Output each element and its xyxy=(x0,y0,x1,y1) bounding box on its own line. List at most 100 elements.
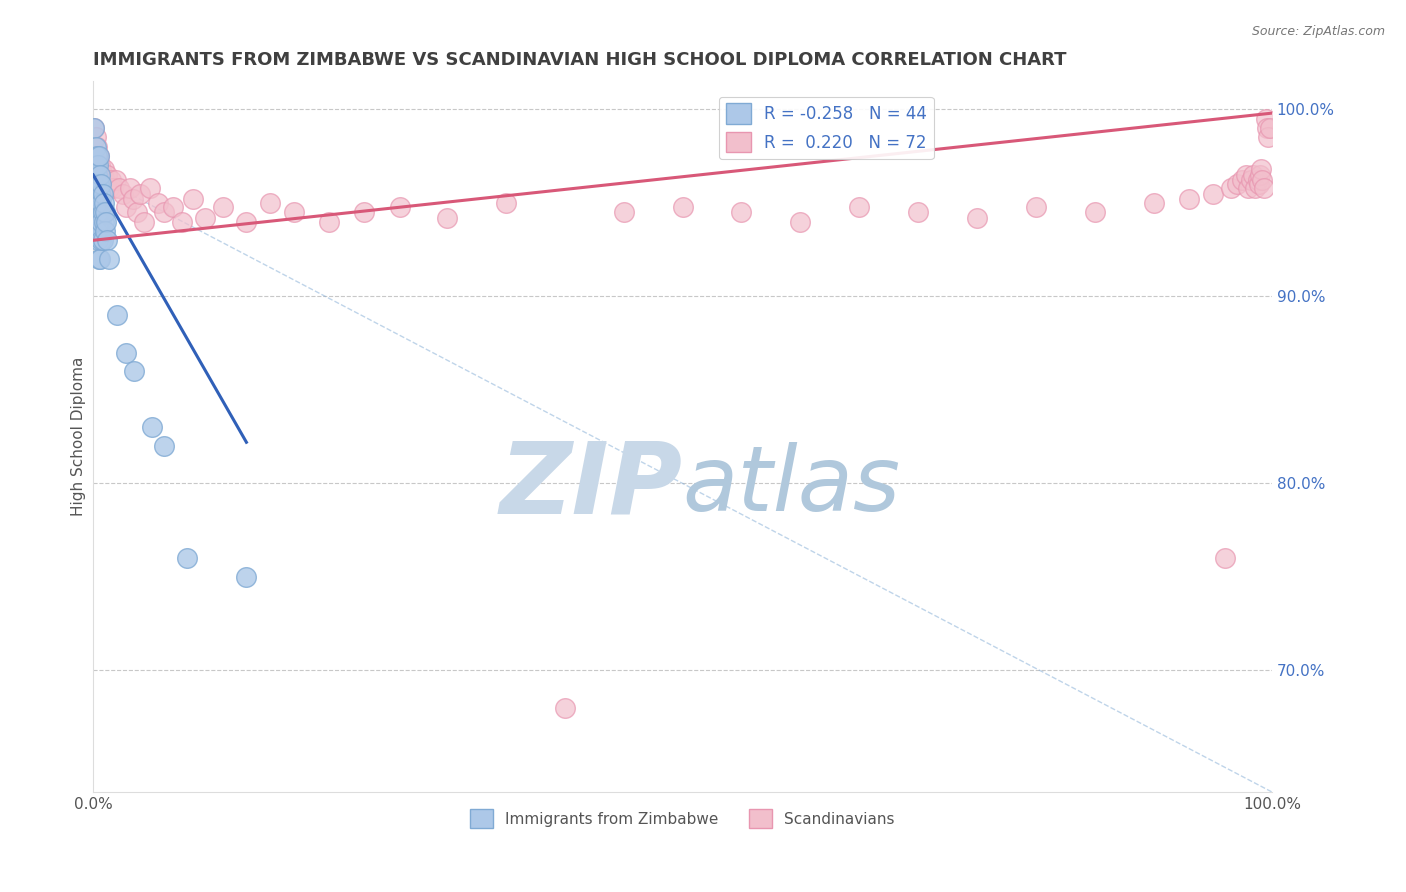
Point xyxy=(96,233,118,247)
Point xyxy=(104,173,127,187)
Point xyxy=(1240,173,1263,187)
Point xyxy=(1251,173,1274,187)
Point xyxy=(91,233,114,247)
Point xyxy=(89,205,111,219)
Text: ZIP: ZIP xyxy=(499,438,682,535)
Point xyxy=(111,186,134,201)
Point xyxy=(83,121,105,136)
Point xyxy=(115,200,138,214)
Point xyxy=(141,420,163,434)
Point xyxy=(235,214,257,228)
Point xyxy=(115,345,138,359)
Point xyxy=(89,168,111,182)
Point xyxy=(86,195,108,210)
Point xyxy=(83,168,105,182)
Point xyxy=(100,173,122,187)
Point xyxy=(436,211,458,225)
Point xyxy=(211,200,233,214)
Point xyxy=(84,159,107,173)
Point xyxy=(132,214,155,228)
Point xyxy=(87,159,110,173)
Point xyxy=(94,214,117,228)
Point xyxy=(87,205,110,219)
Point xyxy=(1257,130,1279,145)
Point xyxy=(146,195,169,210)
Y-axis label: High School Diploma: High School Diploma xyxy=(72,357,86,516)
Point xyxy=(966,211,988,225)
Point xyxy=(194,211,217,225)
Point xyxy=(90,214,112,228)
Point xyxy=(89,186,111,201)
Point xyxy=(122,192,145,206)
Point xyxy=(1249,168,1271,182)
Point xyxy=(87,178,110,192)
Point xyxy=(84,140,107,154)
Point xyxy=(125,205,148,219)
Point xyxy=(1247,178,1270,192)
Point xyxy=(89,224,111,238)
Point xyxy=(89,252,111,266)
Point xyxy=(93,162,115,177)
Point xyxy=(118,181,141,195)
Point xyxy=(108,181,131,195)
Point xyxy=(1254,112,1277,126)
Point xyxy=(1219,181,1241,195)
Point xyxy=(1143,195,1166,210)
Point xyxy=(139,181,162,195)
Point xyxy=(1237,181,1260,195)
Point xyxy=(318,214,340,228)
Point xyxy=(1258,121,1281,136)
Text: Source: ZipAtlas.com: Source: ZipAtlas.com xyxy=(1251,25,1385,38)
Point xyxy=(86,224,108,238)
Point xyxy=(153,439,176,453)
Point xyxy=(495,195,517,210)
Point xyxy=(91,168,114,182)
Point xyxy=(87,149,110,163)
Point xyxy=(848,200,870,214)
Point xyxy=(97,252,120,266)
Point xyxy=(86,168,108,182)
Point xyxy=(91,205,114,219)
Point xyxy=(129,186,152,201)
Point xyxy=(90,195,112,210)
Point xyxy=(90,162,112,177)
Point xyxy=(176,551,198,566)
Point xyxy=(87,252,110,266)
Point xyxy=(235,570,257,584)
Point xyxy=(105,308,128,322)
Point xyxy=(1178,192,1201,206)
Point xyxy=(94,173,117,187)
Point xyxy=(259,195,281,210)
Point xyxy=(1247,173,1270,187)
Point xyxy=(124,364,146,378)
Point xyxy=(1025,200,1047,214)
Point xyxy=(89,159,111,173)
Point xyxy=(87,214,110,228)
Point xyxy=(96,168,118,182)
Point xyxy=(93,195,115,210)
Point xyxy=(1234,168,1257,182)
Point xyxy=(84,186,107,201)
Legend: Immigrants from Zimbabwe, Scandinavians: Immigrants from Zimbabwe, Scandinavians xyxy=(464,803,901,834)
Point xyxy=(90,233,112,247)
Point xyxy=(87,195,110,210)
Point xyxy=(183,192,205,206)
Point xyxy=(83,121,105,136)
Point xyxy=(730,205,752,219)
Point xyxy=(1084,205,1107,219)
Point xyxy=(153,205,176,219)
Point xyxy=(94,178,117,192)
Point xyxy=(353,205,375,219)
Point xyxy=(93,214,115,228)
Text: IMMIGRANTS FROM ZIMBABWE VS SCANDINAVIAN HIGH SCHOOL DIPLOMA CORRELATION CHART: IMMIGRANTS FROM ZIMBABWE VS SCANDINAVIAN… xyxy=(93,51,1067,69)
Point xyxy=(87,149,110,163)
Point xyxy=(1202,186,1225,201)
Point xyxy=(554,701,576,715)
Point xyxy=(1256,121,1278,136)
Point xyxy=(1241,168,1264,182)
Point xyxy=(907,205,929,219)
Point xyxy=(86,140,108,154)
Point xyxy=(388,200,411,214)
Point xyxy=(87,233,110,247)
Point xyxy=(170,214,193,228)
